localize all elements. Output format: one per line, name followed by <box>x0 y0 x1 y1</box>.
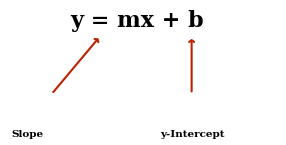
Text: y = mx + b: y = mx + b <box>70 10 204 32</box>
Text: Slope: Slope <box>11 130 43 139</box>
Text: y-Intercept: y-Intercept <box>160 130 225 139</box>
